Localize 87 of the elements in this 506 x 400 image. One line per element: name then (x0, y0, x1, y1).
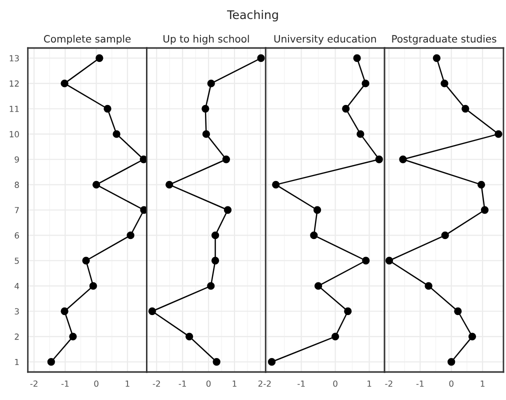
x-tick-label: 0 (94, 380, 98, 387)
point (477, 180, 486, 189)
y-tick-label: 3 (14, 308, 19, 315)
y-tick-label: 9 (14, 156, 19, 163)
x-tick-label: 1 (232, 380, 236, 387)
point (257, 54, 265, 62)
y-tick-label: 13 (10, 55, 19, 62)
point (494, 130, 502, 138)
point (148, 307, 156, 316)
point (356, 130, 364, 138)
point (440, 80, 448, 88)
x-tick-label: -1 (298, 380, 305, 387)
point (140, 206, 147, 214)
x-tick-label: 0 (333, 380, 338, 387)
point (344, 307, 352, 316)
x-tick-label: -1 (416, 380, 424, 387)
x-tick-label: 0 (449, 380, 454, 387)
y-tick-label: 11 (10, 106, 19, 112)
chart-title: Complete sample (44, 34, 131, 45)
point (104, 104, 112, 113)
point (202, 104, 210, 113)
x-tick-label: -2 (152, 380, 160, 387)
point (89, 282, 98, 290)
point (480, 206, 489, 214)
chart-title: Postgraduate studies (392, 34, 496, 45)
point (454, 307, 462, 316)
point (207, 282, 215, 290)
point (385, 256, 394, 264)
point (331, 332, 340, 340)
x-tick-label: -2 (30, 380, 38, 387)
point (60, 307, 68, 316)
y-tick-label: 7 (14, 207, 19, 214)
point (92, 180, 100, 189)
point (362, 80, 370, 88)
x-tick-label: -2 (264, 380, 271, 387)
point (224, 206, 232, 214)
y-tick-label: 4 (14, 283, 20, 290)
chart-title: University education (274, 34, 376, 45)
y-tick-label: 1 (15, 358, 19, 366)
point (342, 104, 350, 113)
x-tick-label: -1 (61, 380, 69, 387)
point (60, 80, 68, 88)
point (207, 80, 215, 88)
x-tick-label: -1 (178, 380, 186, 387)
point (211, 256, 220, 264)
point (222, 156, 230, 164)
point (166, 180, 174, 189)
y-tick-label: 2 (14, 334, 19, 340)
point (96, 54, 104, 62)
point (462, 104, 470, 113)
point (310, 231, 318, 240)
point (314, 282, 322, 290)
y-tick-label: 6 (14, 232, 19, 239)
point (126, 231, 134, 240)
point (268, 358, 276, 366)
point (202, 130, 210, 138)
point (399, 156, 407, 164)
point (211, 231, 220, 240)
point (424, 282, 432, 290)
point (82, 256, 90, 264)
x-tick-label: -2 (385, 380, 392, 387)
y-tick-label: 10 (10, 131, 19, 138)
point (353, 54, 361, 62)
x-tick-label: 1 (126, 380, 130, 387)
point (468, 332, 476, 340)
point (272, 180, 280, 189)
y-tick-label: 5 (14, 258, 19, 264)
point (375, 156, 383, 164)
point (140, 156, 147, 164)
point (112, 130, 120, 138)
point (212, 358, 220, 366)
y-tick-label: 12 (10, 80, 19, 87)
point (186, 332, 194, 340)
text: Teaching (227, 10, 278, 22)
point (69, 332, 77, 340)
x-tick-label: 1 (368, 380, 372, 387)
point (362, 256, 370, 264)
point (441, 231, 449, 240)
x-tick-label: 0 (206, 380, 211, 387)
point (47, 358, 55, 366)
point (432, 54, 440, 62)
y-tick-label: 8 (14, 182, 19, 188)
point (313, 206, 322, 214)
point (448, 358, 456, 366)
x-tick-label: 2 (258, 380, 262, 387)
chart-title: Up to high school (164, 34, 249, 45)
x-tick-label: 1 (480, 380, 484, 387)
